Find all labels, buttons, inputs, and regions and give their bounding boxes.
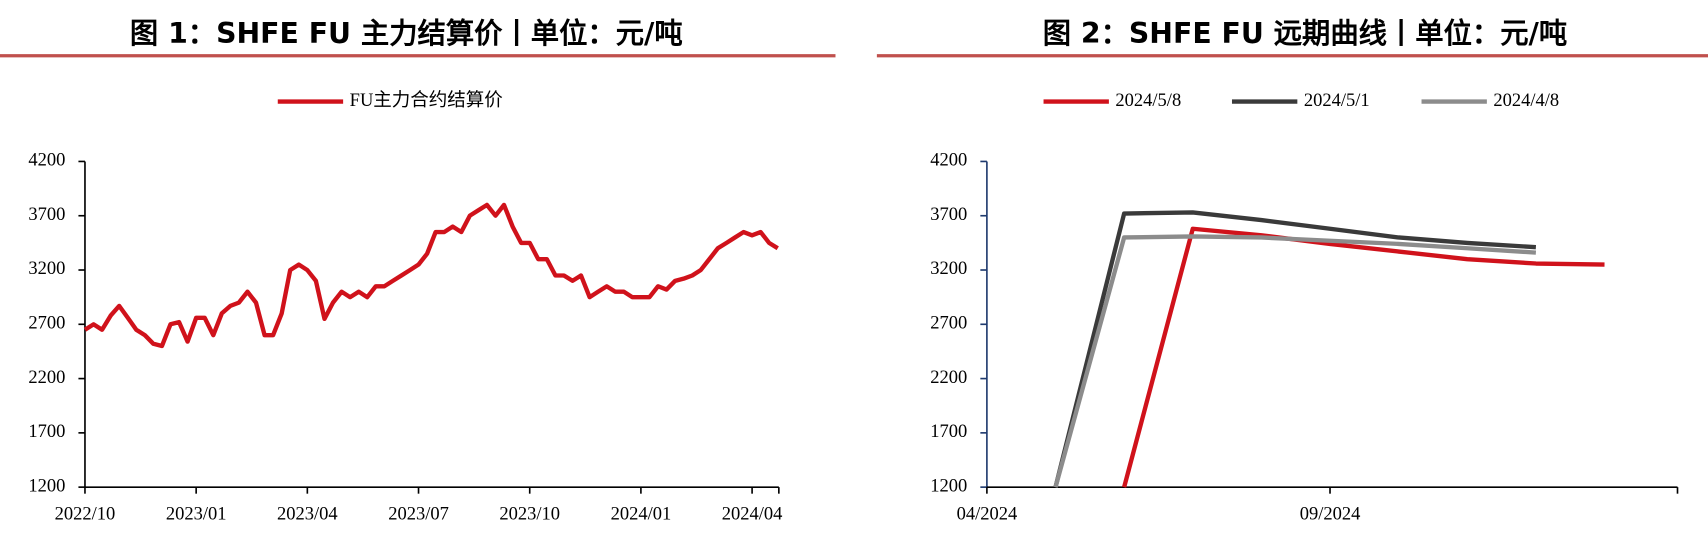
x-tick-label: 2023/10: [499, 505, 560, 525]
y-tick-label: 3200: [930, 259, 967, 279]
chart-title: 图 1：SHFE FU 主力结算价丨单位：元/吨: [130, 17, 683, 50]
x-tick-label: 2023/07: [388, 505, 449, 525]
y-tick-label: 2200: [28, 368, 65, 388]
y-tick-label: 2200: [930, 368, 967, 388]
y-tick-label: 2700: [28, 314, 65, 334]
y-tick-label: 3700: [28, 205, 65, 225]
y-tick-label: 1700: [930, 422, 967, 442]
legend-label: 2024/4/8: [1493, 91, 1559, 111]
x-tick-label: 2024/01: [611, 505, 672, 525]
y-tick-label: 3200: [28, 259, 65, 279]
x-tick-label: 04/2024: [957, 505, 1018, 525]
series-line: [1122, 226, 1605, 488]
y-tick-label: 1200: [930, 476, 967, 496]
y-tick-label: 2700: [930, 314, 967, 334]
legend-label: 2024/5/8: [1115, 91, 1181, 111]
series-line: [1053, 210, 1537, 488]
y-tick-label: 4200: [28, 151, 65, 171]
chart-title: 图 2：SHFE FU 远期曲线丨单位：元/吨: [1043, 17, 1567, 50]
y-tick-label: 1200: [28, 476, 65, 496]
legend-label: 2024/5/1: [1304, 91, 1370, 111]
series-line: [1053, 234, 1537, 488]
y-tick-label: 1700: [28, 422, 65, 442]
x-tick-label: 2022/10: [55, 505, 116, 525]
x-tick-label: 2023/01: [166, 505, 227, 525]
x-tick-label: 09/2024: [1300, 505, 1361, 525]
y-tick-label: 4200: [930, 151, 967, 171]
series-line: [83, 202, 779, 349]
x-tick-label: 2023/04: [277, 505, 338, 525]
legend-label: FU主力合约结算价: [350, 90, 503, 111]
x-tick-label: 2024/04: [722, 505, 783, 525]
y-tick-label: 3700: [930, 205, 967, 225]
